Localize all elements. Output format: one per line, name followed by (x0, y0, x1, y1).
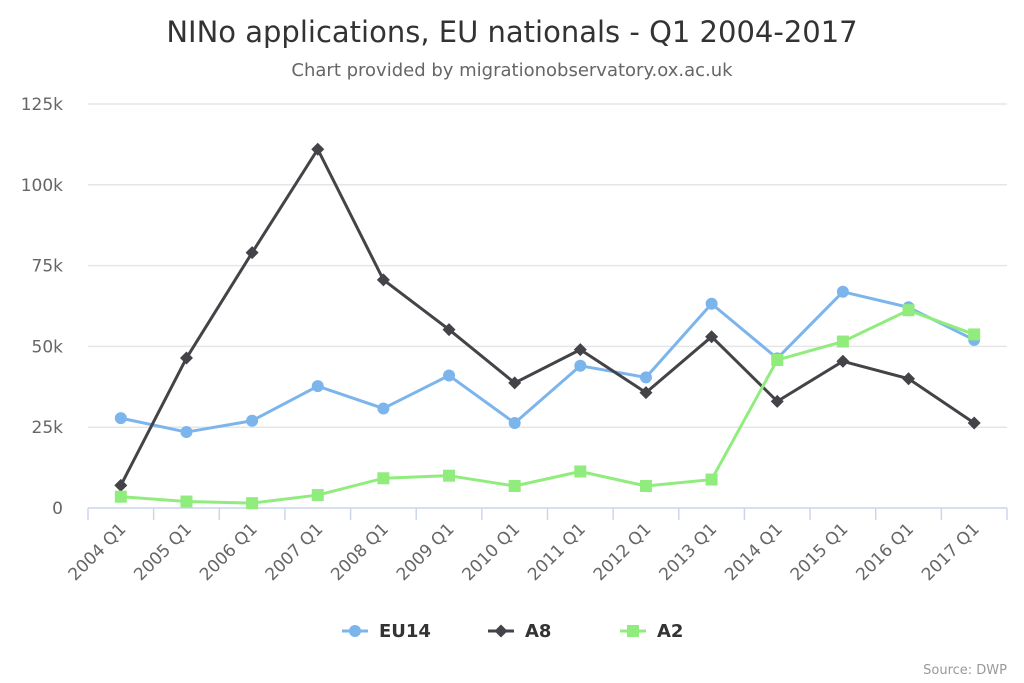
data-point[interactable] (311, 142, 325, 156)
legend-item-eu14[interactable]: EU14 (342, 621, 431, 642)
data-point[interactable] (639, 371, 652, 384)
data-point[interactable] (311, 489, 324, 502)
data-point[interactable] (968, 328, 981, 341)
y-tick-label: 75k (32, 257, 64, 277)
legend-label: EU14 (379, 621, 431, 642)
data-point[interactable] (180, 426, 193, 439)
data-point[interactable] (770, 394, 784, 408)
data-point[interactable] (639, 386, 653, 400)
x-tick-label: 2017 Q1 (918, 519, 984, 585)
x-tick-label: 2013 Q1 (655, 519, 721, 585)
data-point[interactable] (377, 402, 390, 415)
legend-item-a8[interactable]: A8 (488, 621, 551, 642)
data-point[interactable] (836, 335, 849, 348)
legend-symbol[interactable] (627, 625, 639, 637)
legend-label: A2 (657, 621, 683, 642)
x-tick-label: 2012 Q1 (590, 519, 656, 585)
data-point[interactable] (836, 285, 849, 298)
series-a2 (114, 304, 981, 510)
chart-credit[interactable]: Source: DWP (923, 663, 1007, 678)
data-point[interactable] (311, 380, 324, 393)
chart-subtitle: Chart provided by migrationobservatory.o… (291, 60, 733, 81)
x-tick-label: 2010 Q1 (459, 519, 525, 585)
legend-label: A8 (525, 621, 551, 642)
series-line (119, 308, 976, 505)
data-point[interactable] (705, 473, 718, 486)
data-point[interactable] (902, 372, 916, 386)
legend-symbol[interactable] (494, 624, 508, 638)
data-point[interactable] (180, 495, 193, 508)
x-tick-label: 2005 Q1 (130, 519, 196, 585)
x-tick-label: 2006 Q1 (196, 519, 262, 585)
y-tick-label: 0 (52, 499, 63, 519)
data-point[interactable] (179, 351, 193, 365)
x-tick-label: 2011 Q1 (524, 519, 590, 585)
x-tick-label: 2008 Q1 (327, 519, 393, 585)
data-point[interactable] (114, 412, 127, 425)
data-point[interactable] (574, 359, 587, 372)
data-point[interactable] (508, 416, 521, 429)
series-a8 (114, 142, 981, 492)
data-point[interactable] (967, 416, 981, 430)
x-tick-label: 2009 Q1 (393, 519, 459, 585)
data-point[interactable] (442, 323, 456, 337)
data-point[interactable] (705, 297, 718, 310)
legend[interactable]: EU14 A8 A2 (342, 621, 683, 642)
data-point[interactable] (508, 376, 522, 390)
series-line (119, 147, 976, 487)
data-point[interactable] (114, 490, 127, 503)
data-point[interactable] (836, 354, 850, 368)
y-axis-ticks: 0 25k 50k 75k 100k 125k (21, 95, 63, 519)
data-point[interactable] (443, 369, 456, 382)
legend-item-a2[interactable]: A2 (620, 621, 683, 642)
data-point[interactable] (639, 480, 652, 493)
chart-title: NINo applications, EU nationals - Q1 200… (166, 15, 857, 49)
data-point[interactable] (771, 353, 784, 366)
data-point[interactable] (246, 497, 259, 510)
data-point[interactable] (902, 304, 915, 317)
grid-lines (88, 103, 1007, 428)
y-tick-label: 100k (21, 176, 63, 196)
data-point[interactable] (245, 246, 259, 260)
x-tick-label: 2007 Q1 (262, 519, 328, 585)
data-point[interactable] (508, 480, 521, 493)
series-line (119, 290, 976, 434)
x-tick-label: 2015 Q1 (787, 519, 853, 585)
y-tick-label: 50k (32, 337, 64, 357)
data-point[interactable] (443, 469, 456, 482)
data-point[interactable] (574, 465, 587, 478)
data-point[interactable] (376, 273, 390, 287)
x-tick-label: 2016 Q1 (852, 519, 918, 585)
series-layer (114, 142, 981, 510)
data-point[interactable] (573, 343, 587, 357)
data-point[interactable] (705, 330, 719, 344)
x-axis: 2004 Q1 2005 Q1 2006 Q1 2007 Q1 2008 Q1 2009 … (65, 507, 1008, 585)
data-point[interactable] (377, 472, 390, 485)
y-tick-label: 25k (32, 418, 64, 438)
data-point[interactable] (246, 414, 259, 427)
y-tick-label: 125k (21, 95, 63, 115)
x-tick-label: 2004 Q1 (65, 519, 131, 585)
data-point[interactable] (114, 478, 128, 492)
legend-symbol[interactable] (349, 625, 361, 637)
x-tick-label: 2014 Q1 (721, 519, 787, 585)
